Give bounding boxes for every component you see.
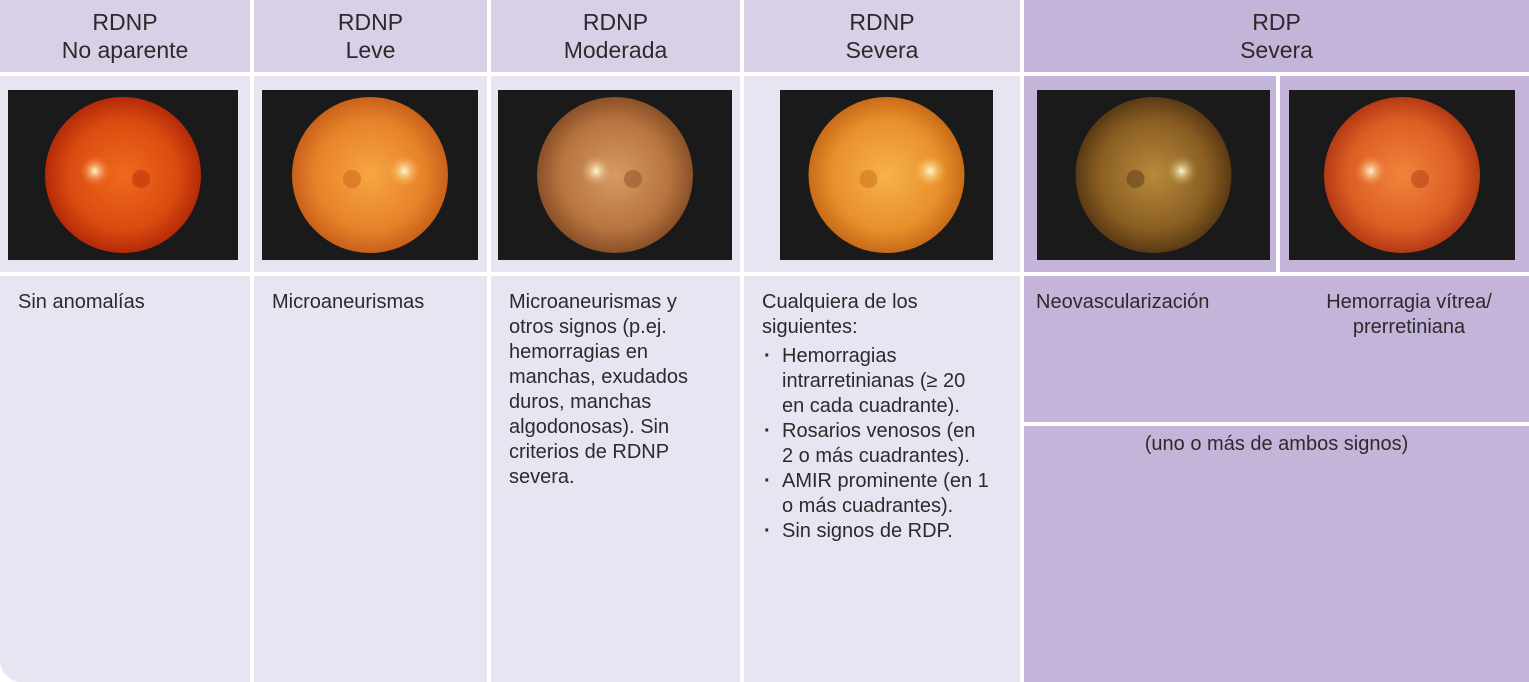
fundus-photo [1037,90,1270,260]
optic-disc [580,155,613,187]
fundus-photo [262,90,478,260]
header-cell: RDNP No aparente [0,0,250,72]
sign: Neovascularización [1036,291,1210,313]
sign: Hemorragia vítrea/ prerretiniana [1326,291,1492,338]
description: Microaneurismas [272,291,425,313]
header-subtitle: Severa [845,37,919,63]
criterion: Sin signos de RDP. [762,519,990,544]
retina [1324,97,1480,253]
optic-disc [1165,155,1198,187]
header-title: RDNP [849,9,915,35]
fundus-photo [1289,90,1515,260]
header-cell: RDNP Moderada [491,0,740,72]
header-cell: RDNP Leve [254,0,487,72]
macula [343,170,361,188]
header-subtitle: Leve [345,37,396,63]
header-title: RDP [1252,9,1301,35]
optic-disc [914,155,947,187]
header-cell: RDNP Severa [744,0,1020,72]
retina [292,97,448,253]
criteria-list: Hemorragias intrarretinianas (≥ 20 en ca… [762,344,990,544]
criterion: AMIR prominente (en 1 o más cuadrantes). [762,469,990,519]
optic-disc [388,155,421,187]
header-title: RDNP [92,9,158,35]
body-cell: (uno o más de ambos signos) [1024,426,1529,682]
note: (uno o más de ambos signos) [1144,433,1409,455]
description: Sin anomalías [18,291,145,313]
body-cell: Microaneurismas y otros signos (p.ej. he… [491,276,740,682]
body-cell: Neovascularización Hemorragia vítrea/ pr… [1024,276,1529,422]
criterion: Rosarios venosos (en 2 o más cuadrantes)… [762,419,990,469]
body-cell: Microaneurismas [254,276,487,682]
header-subtitle: No aparente [61,37,189,63]
macula [132,170,150,188]
fundus-photo [498,90,732,260]
description: Microaneurismas y otros signos (p.ej. he… [509,291,689,488]
fundus-photo [780,90,993,260]
retina [808,97,965,253]
header-title: RDNP [337,9,404,35]
macula [1126,170,1145,188]
optic-disc [78,155,111,187]
macula [859,170,878,188]
description: Cualquiera de los siguientes: [762,291,918,338]
retina [537,97,693,253]
retina [1075,97,1232,253]
header-subtitle: Moderada [563,37,668,63]
header-title: RDNP [582,9,649,35]
fundus-photo [8,90,238,260]
criterion: Hemorragias intrarretinianas (≥ 20 en ca… [762,344,990,419]
macula [1411,170,1429,188]
header-subtitle: Severa [1240,37,1313,63]
retina [45,97,201,253]
body-cell: Cualquiera de los siguientes: Hemorragia… [744,276,1020,682]
header-cell: RDP Severa [1024,0,1529,72]
body-cell: Sin anomalías [0,276,250,682]
macula [624,170,642,188]
optic-disc [1354,155,1387,187]
